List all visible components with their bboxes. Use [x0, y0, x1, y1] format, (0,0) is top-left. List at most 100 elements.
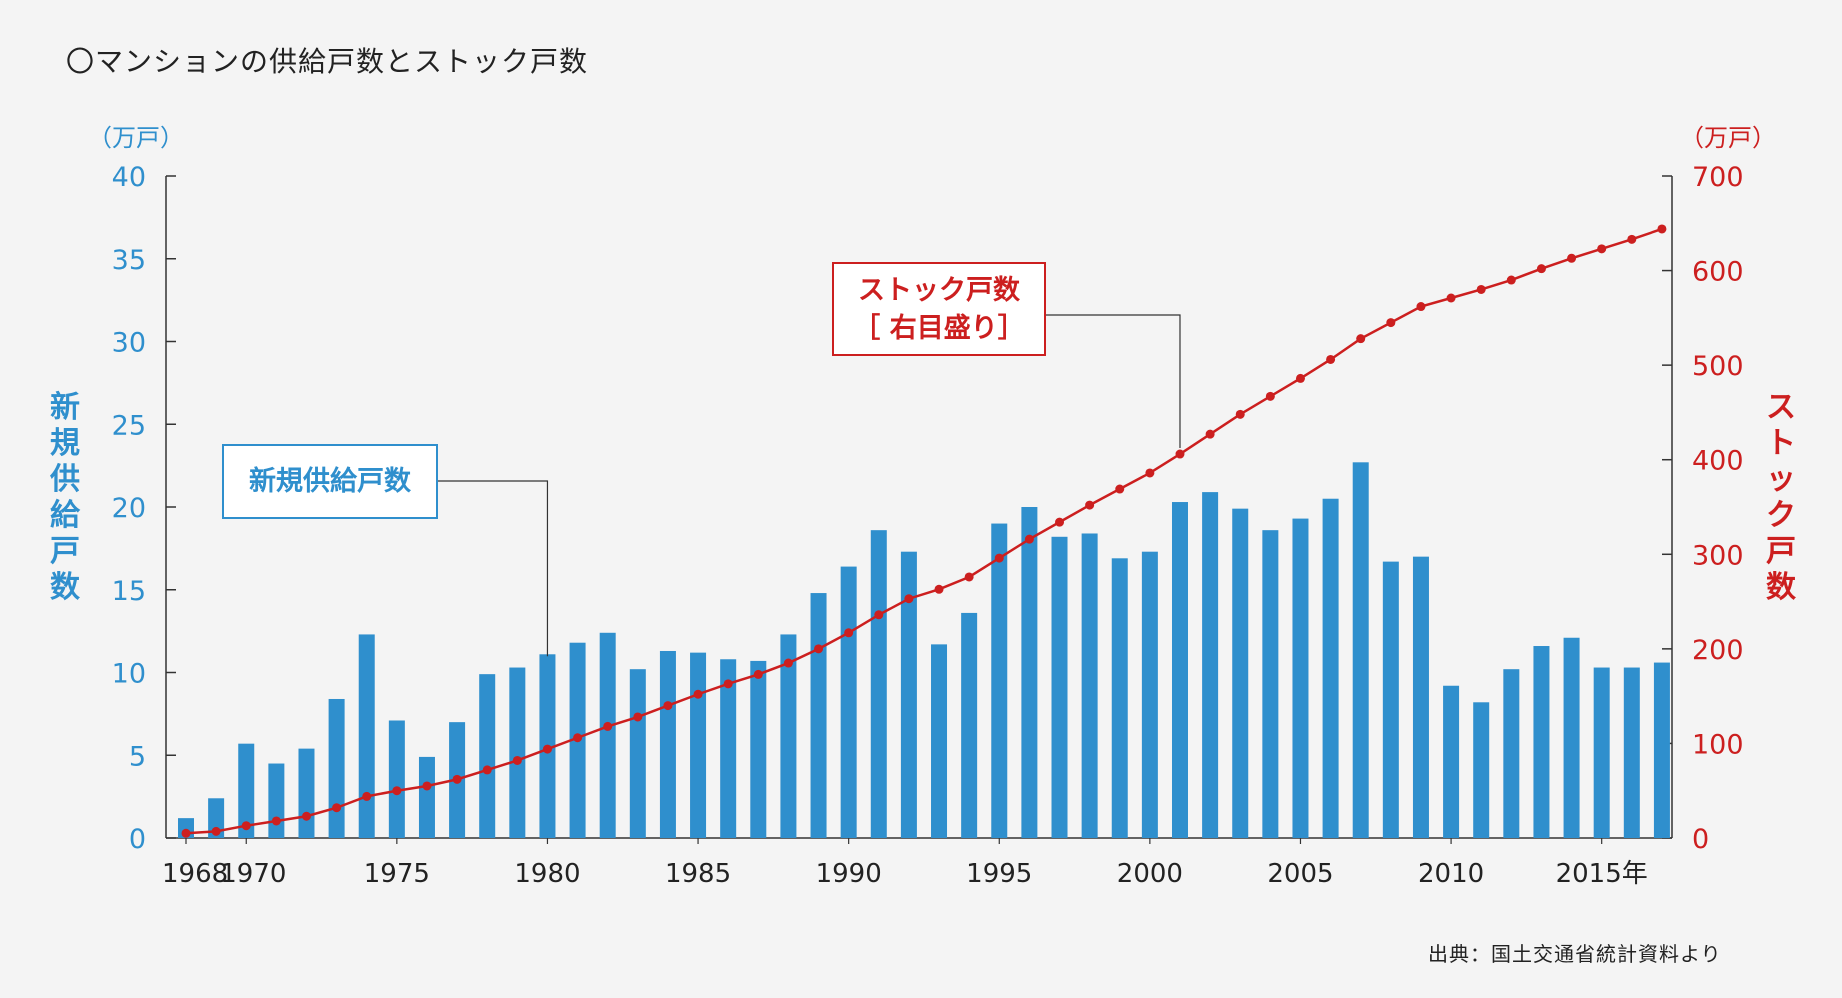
x-tick-label: 2010 — [1418, 859, 1484, 889]
supply-bar — [931, 644, 948, 838]
supply-bar — [1171, 502, 1188, 838]
stock-point — [422, 781, 432, 791]
supply-bar — [1412, 556, 1429, 838]
right-axis-unit: （万戸） — [1680, 124, 1776, 152]
supply-bar — [1503, 669, 1520, 838]
stock-point — [934, 584, 944, 594]
stock-point — [271, 816, 281, 826]
supply-bar — [358, 634, 375, 838]
supply-bar — [1653, 662, 1670, 838]
stock-point — [723, 679, 733, 689]
supply-bar — [1593, 667, 1610, 838]
supply-bar — [1292, 518, 1309, 838]
stock-point — [1536, 264, 1546, 274]
left-axis-label: 新規供給戸数 — [50, 390, 80, 605]
bar-series-callout-text: 新規供給戸数 — [249, 466, 411, 497]
right-tick-label: 300 — [1692, 540, 1744, 571]
supply-bar — [780, 634, 797, 838]
stock-point — [1446, 293, 1456, 303]
supply-bar — [298, 748, 315, 838]
supply-bar — [208, 798, 225, 838]
stock-point — [1115, 484, 1125, 494]
right-tick-label: 100 — [1692, 729, 1744, 760]
stock-point — [1235, 409, 1245, 419]
stock-point — [211, 826, 221, 836]
supply-bar — [659, 650, 676, 838]
stock-point — [1506, 275, 1516, 285]
left-tick-label: 25 — [112, 410, 146, 441]
left-tick-label: 15 — [112, 576, 146, 607]
stock-point — [1085, 500, 1095, 510]
supply-bar — [1111, 558, 1128, 838]
stock-point — [1145, 468, 1155, 478]
supply-bar — [1202, 492, 1219, 838]
stock-point — [1416, 302, 1426, 312]
stock-point — [964, 572, 974, 582]
x-tick-label: 1970 — [220, 859, 286, 889]
stock-line — [185, 227, 1663, 835]
x-tick-label: 1990 — [816, 859, 882, 889]
stock-point — [1055, 517, 1065, 527]
x-tick-label: 1980 — [514, 859, 580, 889]
supply-bar — [328, 698, 345, 838]
line-series-callout-text: ストック戸数 — [858, 275, 1020, 306]
supply-bar — [1352, 462, 1369, 838]
supply-bar — [1382, 561, 1399, 838]
stock-point — [573, 733, 583, 743]
stock-point — [844, 628, 854, 638]
line-callout-leader — [1046, 314, 1181, 449]
supply-bar — [599, 632, 616, 838]
supply-bar — [1533, 646, 1550, 838]
supply-bar — [690, 652, 707, 838]
supply-bar — [1262, 530, 1279, 838]
supply-bar — [1443, 685, 1460, 838]
supply-bar — [1623, 667, 1640, 838]
x-tick-label: 1968 — [162, 859, 228, 889]
stock-point — [542, 744, 552, 754]
right-tick-label: 600 — [1692, 257, 1744, 288]
supply-bar — [1563, 637, 1580, 838]
supply-bar — [1021, 507, 1038, 838]
supply-bar — [418, 756, 435, 838]
stock-point — [392, 786, 402, 796]
stock-point — [1356, 334, 1366, 344]
left-tick-label: 10 — [112, 659, 146, 690]
x-tick-label: 1995 — [966, 859, 1032, 889]
stock-point — [603, 721, 613, 731]
supply-bar — [509, 667, 526, 838]
stock-point — [332, 803, 342, 813]
stock-point — [181, 828, 191, 838]
stock-point — [693, 689, 703, 699]
supply-bar — [900, 551, 917, 838]
stock-point — [1597, 244, 1607, 254]
left-tick-label: 35 — [112, 245, 146, 276]
stock-point — [1326, 354, 1336, 364]
supply-bar — [810, 593, 827, 838]
stock-point — [241, 821, 251, 831]
supply-bar — [720, 659, 737, 838]
stock-point — [482, 765, 492, 775]
x-tick-label: 2005 — [1267, 859, 1333, 889]
left-tick-label: 30 — [112, 328, 146, 359]
left-tick-label: 20 — [112, 493, 146, 524]
supply-bar — [1141, 551, 1158, 838]
supply-bar — [870, 530, 887, 838]
supply-bar — [1232, 508, 1249, 838]
stock-point — [783, 658, 793, 668]
stock-point — [1265, 391, 1275, 401]
left-axis-unit: （万戸） — [88, 124, 184, 152]
x-tick-label: 2015年 — [1556, 859, 1648, 889]
stock-point — [1386, 318, 1396, 328]
supply-bar — [750, 660, 767, 838]
chart-title: 〇マンションの供給戸数とストック戸数 — [66, 45, 589, 78]
right-tick-label: 500 — [1692, 351, 1744, 382]
right-axis-label: ストック戸数 — [1766, 390, 1796, 605]
supply-bar — [1322, 498, 1339, 838]
supply-bar — [629, 669, 646, 838]
supply-bar — [1473, 702, 1490, 838]
stock-point — [1295, 373, 1305, 383]
stock-point — [814, 644, 824, 654]
stock-point — [904, 594, 914, 604]
stock-point — [633, 712, 643, 722]
